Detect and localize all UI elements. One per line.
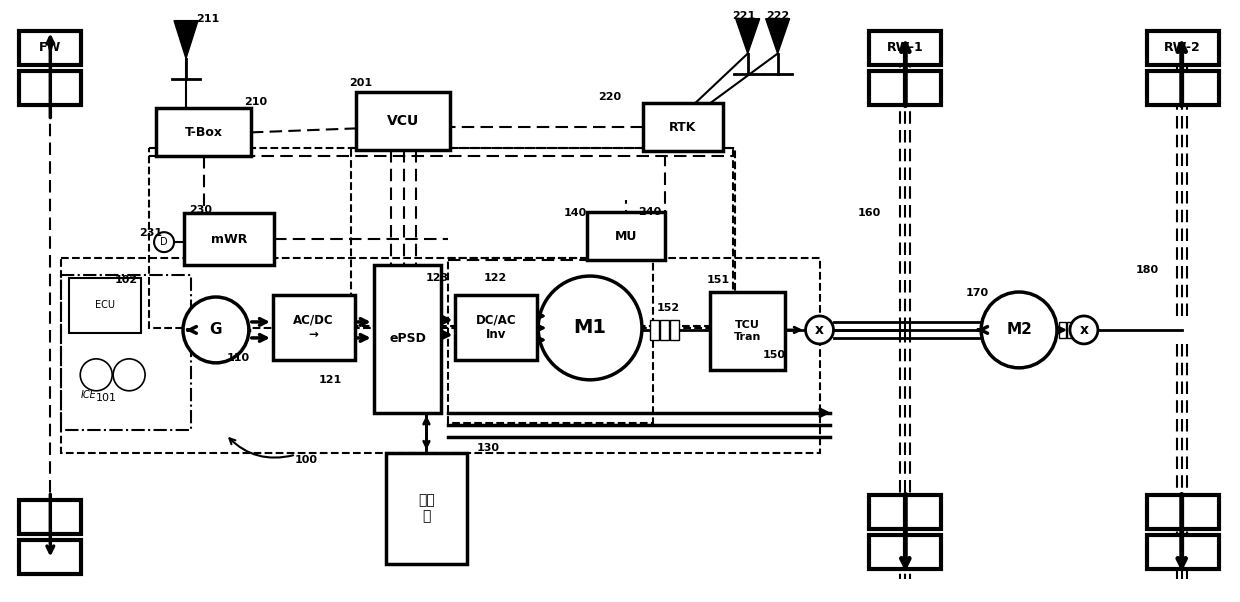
Circle shape bbox=[81, 359, 112, 391]
Bar bbox=[587, 213, 665, 260]
Bar bbox=[869, 495, 941, 529]
Text: 电池
包: 电池 包 bbox=[418, 494, 435, 524]
Bar bbox=[273, 295, 355, 360]
Text: 170: 170 bbox=[966, 288, 988, 298]
Bar bbox=[61, 275, 191, 430]
Bar bbox=[455, 295, 537, 360]
Text: 240: 240 bbox=[639, 207, 662, 217]
Circle shape bbox=[184, 297, 249, 363]
Polygon shape bbox=[735, 19, 760, 54]
Bar bbox=[650, 320, 658, 340]
Bar bbox=[660, 320, 668, 340]
Text: 121: 121 bbox=[319, 375, 342, 385]
Text: 102: 102 bbox=[114, 275, 138, 285]
Text: 220: 220 bbox=[599, 93, 621, 102]
Text: T-Box: T-Box bbox=[185, 126, 222, 139]
Bar bbox=[869, 535, 941, 569]
Text: 231: 231 bbox=[140, 228, 162, 238]
Text: 222: 222 bbox=[766, 11, 790, 20]
Bar bbox=[644, 104, 723, 151]
Text: 210: 210 bbox=[244, 98, 268, 108]
Text: 201: 201 bbox=[348, 78, 372, 87]
Circle shape bbox=[113, 359, 145, 391]
Text: 130: 130 bbox=[477, 442, 500, 453]
Text: 140: 140 bbox=[563, 208, 587, 218]
Text: D: D bbox=[160, 237, 167, 247]
Text: 123: 123 bbox=[425, 273, 449, 283]
Text: 151: 151 bbox=[707, 275, 729, 285]
Bar bbox=[149, 148, 733, 328]
Bar bbox=[356, 93, 450, 150]
Bar bbox=[1147, 535, 1219, 569]
Bar bbox=[1059, 322, 1066, 338]
Bar bbox=[1075, 322, 1083, 338]
Text: DC/AC
Inv: DC/AC Inv bbox=[476, 314, 517, 341]
Text: 122: 122 bbox=[484, 273, 507, 283]
Text: TCU
Tran: TCU Tran bbox=[734, 320, 761, 342]
Polygon shape bbox=[174, 20, 198, 58]
Bar bbox=[373, 265, 441, 413]
Text: 110: 110 bbox=[227, 353, 249, 363]
Text: 100: 100 bbox=[294, 455, 317, 465]
Bar bbox=[386, 453, 467, 565]
Text: FW: FW bbox=[40, 42, 62, 54]
Bar bbox=[61, 258, 820, 453]
Bar bbox=[351, 148, 735, 326]
Text: 230: 230 bbox=[190, 205, 212, 215]
Bar bbox=[20, 540, 82, 574]
Bar bbox=[20, 31, 82, 65]
Text: M2: M2 bbox=[1006, 323, 1032, 338]
Text: ECU: ECU bbox=[95, 300, 115, 311]
Bar bbox=[20, 500, 82, 534]
Bar bbox=[670, 320, 678, 340]
Bar bbox=[1147, 31, 1219, 65]
Text: VCU: VCU bbox=[387, 114, 419, 128]
Text: 160: 160 bbox=[858, 208, 882, 218]
Polygon shape bbox=[765, 19, 790, 54]
Text: G: G bbox=[210, 323, 222, 338]
Circle shape bbox=[806, 316, 833, 344]
Bar bbox=[869, 71, 941, 105]
Text: AC/DC
→: AC/DC → bbox=[294, 314, 334, 341]
Text: M1: M1 bbox=[574, 318, 606, 338]
Bar bbox=[1147, 495, 1219, 529]
Text: 221: 221 bbox=[732, 11, 755, 20]
Bar bbox=[1147, 71, 1219, 105]
Text: 152: 152 bbox=[656, 303, 680, 313]
Bar bbox=[69, 278, 141, 333]
Text: 150: 150 bbox=[763, 350, 786, 360]
Bar bbox=[709, 292, 785, 370]
Text: RW-2: RW-2 bbox=[1164, 42, 1202, 54]
Bar bbox=[156, 108, 250, 157]
Text: RW-1: RW-1 bbox=[887, 42, 924, 54]
Bar bbox=[184, 213, 274, 265]
Text: mWR: mWR bbox=[211, 232, 247, 246]
Circle shape bbox=[981, 292, 1056, 368]
Bar bbox=[449, 258, 653, 423]
Bar bbox=[1066, 322, 1074, 338]
Text: ePSD: ePSD bbox=[389, 332, 425, 346]
Text: x: x bbox=[815, 323, 825, 337]
Circle shape bbox=[154, 232, 174, 252]
Text: 180: 180 bbox=[1135, 265, 1158, 275]
Text: ICE: ICE bbox=[81, 389, 97, 400]
Text: x: x bbox=[1080, 323, 1089, 337]
Text: MU: MU bbox=[615, 229, 637, 243]
Circle shape bbox=[538, 276, 642, 380]
Circle shape bbox=[1070, 316, 1097, 344]
Bar bbox=[869, 31, 941, 65]
Text: 101: 101 bbox=[95, 393, 117, 403]
Bar bbox=[20, 71, 82, 105]
Text: 211: 211 bbox=[196, 14, 219, 23]
Text: RTK: RTK bbox=[670, 121, 697, 134]
